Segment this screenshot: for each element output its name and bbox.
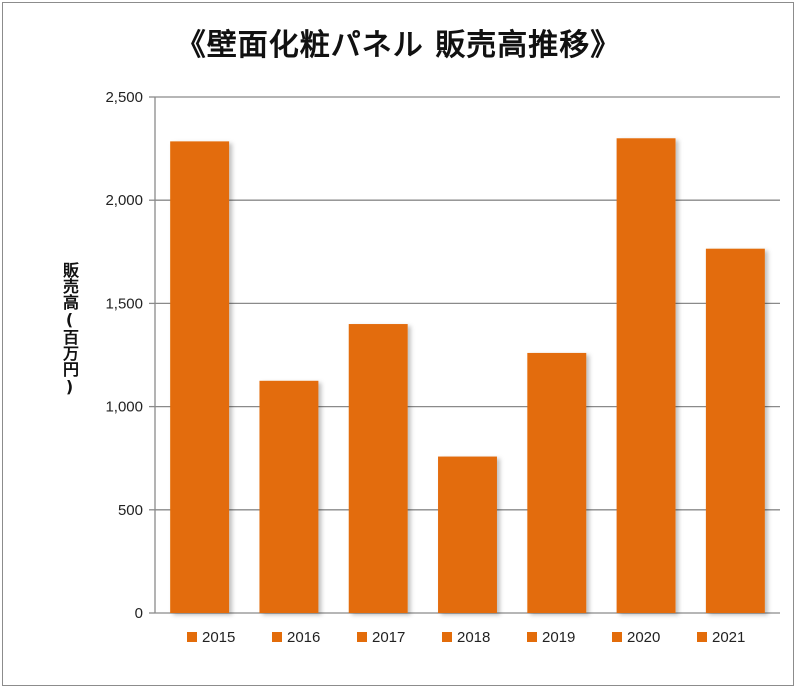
y-tick-label: 1,500 bbox=[105, 295, 143, 312]
legend-swatch bbox=[697, 632, 707, 642]
legend-label: 2015 bbox=[202, 629, 235, 646]
legend-label: 2020 bbox=[627, 629, 660, 646]
y-axis-label: 販売高(百万円) bbox=[60, 262, 79, 396]
legend-label: 2017 bbox=[372, 629, 405, 646]
bar-2019 bbox=[527, 352, 587, 613]
legend-swatch bbox=[357, 632, 367, 642]
bar-2018 bbox=[438, 456, 497, 613]
legend-label: 2016 bbox=[287, 629, 320, 646]
legend-label: 2019 bbox=[542, 629, 575, 646]
bar-2017 bbox=[348, 324, 408, 613]
bar-2021 bbox=[705, 248, 765, 614]
bar-2016 bbox=[259, 380, 319, 613]
bar-2015 bbox=[170, 141, 230, 613]
y-tick-label: 2,000 bbox=[105, 192, 143, 209]
bar-2020 bbox=[616, 138, 676, 613]
y-tick-label: 0 bbox=[135, 605, 143, 622]
legend-swatch bbox=[527, 632, 537, 642]
bars bbox=[170, 138, 765, 614]
y-tick-label: 500 bbox=[118, 502, 143, 519]
y-tick-label: 1,000 bbox=[105, 399, 143, 416]
legend-swatch bbox=[442, 632, 452, 642]
legend: 2015 2016 2017 2018 2019 2020 2021 bbox=[187, 629, 745, 646]
y-tick-label: 2,500 bbox=[105, 89, 143, 106]
legend-swatch bbox=[187, 632, 197, 642]
legend-swatch bbox=[612, 632, 622, 642]
legend-label: 2021 bbox=[712, 629, 745, 646]
gridlines bbox=[149, 96, 780, 614]
legend-label: 2018 bbox=[457, 629, 490, 646]
y-tick-labels: 0 500 1,000 1,500 2,000 2,500 bbox=[105, 89, 143, 622]
chart-title: 《壁面化粧パネル 販売高推移》 bbox=[175, 28, 622, 63]
legend-swatch bbox=[272, 632, 282, 642]
